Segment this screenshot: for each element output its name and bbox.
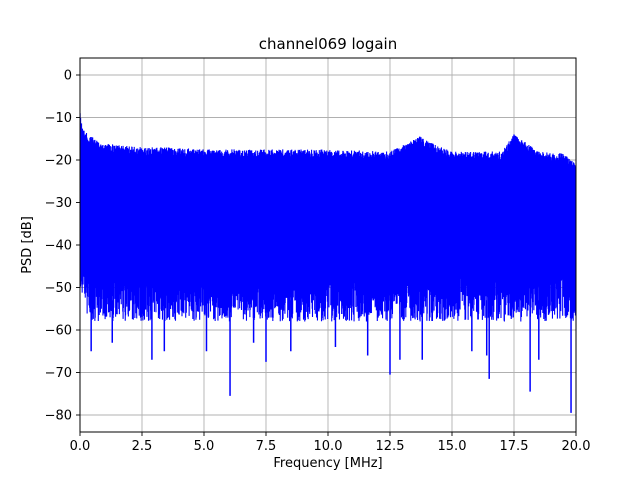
x-tick-label: 10.0: [314, 439, 343, 454]
plot-area: [80, 113, 576, 413]
x-tick-label: 7.5: [256, 439, 277, 454]
psd-trace: [80, 118, 576, 322]
x-tick-label: 12.5: [376, 439, 405, 454]
y-tick-label: −60: [45, 324, 72, 339]
axes-frame: [79, 57, 577, 433]
x-tick-label: 15.0: [438, 439, 467, 454]
y-tick-label: −80: [45, 409, 72, 424]
y-tick-label: 0: [64, 69, 72, 84]
y-tick-label: −20: [45, 154, 72, 169]
x-tick-label: 2.5: [132, 439, 153, 454]
y-tick-label: −50: [45, 281, 72, 296]
x-tick-label: 17.5: [500, 439, 529, 454]
x-axis-label: Frequency [MHz]: [273, 456, 382, 471]
y-axis-label: PSD [dB]: [20, 216, 35, 274]
y-tick-label: −30: [45, 196, 72, 211]
chart-title: channel069 logain: [259, 35, 398, 53]
y-tick-label: −10: [45, 111, 72, 126]
x-tick-label: 20.0: [562, 439, 591, 454]
y-tick-label: −40: [45, 239, 72, 254]
axis-ticks: 0.0 2.5 5.0 7.5 10.0 12.5 15.0 17.5 20.0 0 −10 −20 −…: [45, 69, 591, 455]
x-tick-label: 0.0: [70, 439, 91, 454]
x-tick-label: 5.0: [194, 439, 215, 454]
y-tick-label: −70: [45, 366, 72, 381]
